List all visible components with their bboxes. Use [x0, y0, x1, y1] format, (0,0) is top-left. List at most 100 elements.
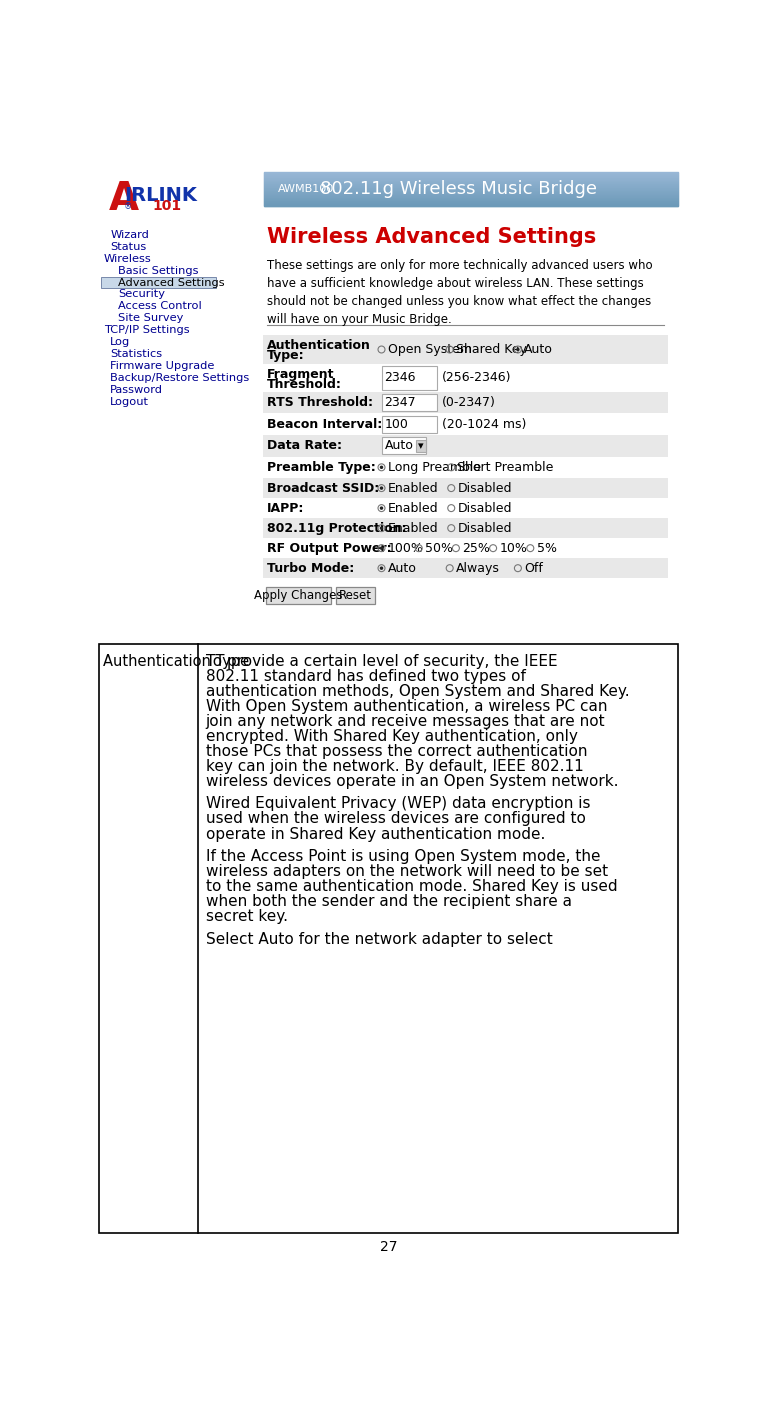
Text: 27: 27 — [380, 1240, 397, 1254]
Text: Auto: Auto — [524, 343, 553, 356]
Text: Auto: Auto — [384, 439, 413, 453]
Text: secret key.: secret key. — [205, 909, 287, 924]
Text: 101: 101 — [153, 199, 182, 213]
Circle shape — [380, 466, 384, 468]
Text: Enabled: Enabled — [387, 502, 438, 515]
Text: wireless adapters on the network will need to be set: wireless adapters on the network will ne… — [205, 865, 608, 879]
Text: Beacon Interval:: Beacon Interval: — [267, 418, 382, 430]
Text: Type:: Type: — [267, 349, 305, 361]
Text: RTS Threshold:: RTS Threshold: — [267, 396, 373, 409]
Text: Authentication Type: Authentication Type — [103, 653, 249, 669]
Text: 2347: 2347 — [384, 396, 416, 409]
Text: those PCs that possess the correct authentication: those PCs that possess the correct authe… — [205, 744, 587, 759]
FancyBboxPatch shape — [381, 394, 437, 411]
Text: Shared Key: Shared Key — [456, 343, 527, 356]
Text: (0-2347): (0-2347) — [442, 396, 496, 409]
Text: Enabled: Enabled — [387, 481, 438, 495]
Text: These settings are only for more technically advanced users who
have a sufficien: These settings are only for more technic… — [267, 258, 653, 326]
Text: Access Control: Access Control — [118, 302, 202, 312]
Text: Wizard: Wizard — [110, 230, 149, 240]
Text: Advanced Settings: Advanced Settings — [118, 278, 224, 288]
Text: 802.11g Wireless Music Bridge: 802.11g Wireless Music Bridge — [320, 181, 597, 199]
Text: To provide a certain level of security, the IEEE: To provide a certain level of security, … — [205, 653, 557, 669]
FancyBboxPatch shape — [263, 334, 669, 364]
Text: 2346: 2346 — [384, 371, 416, 384]
Text: AWMB100: AWMB100 — [277, 185, 334, 195]
Text: ®: ® — [124, 202, 133, 210]
Text: Disabled: Disabled — [457, 481, 512, 495]
Text: 100: 100 — [384, 418, 409, 430]
Text: 802.11g Protection:: 802.11g Protection: — [267, 522, 406, 535]
Text: wireless devices operate in an Open System network.: wireless devices operate in an Open Syst… — [205, 773, 618, 789]
Text: Short Preamble: Short Preamble — [457, 461, 554, 474]
Text: when both the sender and the recipient share a: when both the sender and the recipient s… — [205, 895, 572, 909]
Text: Select Auto for the network adapter to select: Select Auto for the network adapter to s… — [205, 933, 553, 947]
Text: Security: Security — [118, 289, 165, 299]
Text: A: A — [108, 179, 139, 217]
Text: Wired Equivalent Privacy (WEP) data encryption is: Wired Equivalent Privacy (WEP) data encr… — [205, 796, 590, 811]
Text: Data Rate:: Data Rate: — [267, 439, 342, 453]
Text: encrypted. With Shared Key authentication, only: encrypted. With Shared Key authenticatio… — [205, 728, 578, 744]
Text: Statistics: Statistics — [110, 349, 162, 360]
Circle shape — [516, 347, 520, 351]
Text: used when the wireless devices are configured to: used when the wireless devices are confi… — [205, 811, 585, 827]
Text: Reset: Reset — [339, 588, 371, 601]
Text: Long Preamble: Long Preamble — [387, 461, 481, 474]
Text: Disabled: Disabled — [457, 522, 512, 535]
FancyBboxPatch shape — [263, 478, 669, 498]
FancyBboxPatch shape — [263, 559, 669, 579]
FancyBboxPatch shape — [381, 437, 427, 454]
Text: Logout: Logout — [110, 396, 149, 406]
Text: Enabled: Enabled — [387, 522, 438, 535]
FancyBboxPatch shape — [336, 587, 374, 604]
Text: Authentication: Authentication — [267, 339, 371, 351]
Text: 5%: 5% — [537, 542, 556, 555]
Text: Turbo Mode:: Turbo Mode: — [267, 562, 354, 574]
Text: 100%: 100% — [387, 542, 424, 555]
FancyBboxPatch shape — [381, 416, 437, 433]
Text: join any network and receive messages that are not: join any network and receive messages th… — [205, 714, 605, 728]
FancyBboxPatch shape — [381, 367, 437, 389]
Text: If the Access Point is using Open System mode, the: If the Access Point is using Open System… — [205, 849, 600, 864]
Text: ▾: ▾ — [418, 440, 424, 450]
Circle shape — [380, 487, 384, 490]
Text: IAPP:: IAPP: — [267, 502, 304, 515]
FancyBboxPatch shape — [99, 645, 678, 1233]
Text: Broadcast SSID:: Broadcast SSID: — [267, 481, 379, 495]
Text: Status: Status — [110, 241, 146, 251]
Circle shape — [380, 526, 384, 531]
Text: authentication methods, Open System and Shared Key.: authentication methods, Open System and … — [205, 684, 629, 698]
FancyBboxPatch shape — [101, 277, 215, 288]
FancyBboxPatch shape — [266, 587, 331, 604]
Text: operate in Shared Key authentication mode.: operate in Shared Key authentication mod… — [205, 827, 545, 841]
Text: Wireless: Wireless — [104, 254, 152, 264]
Text: Wireless Advanced Settings: Wireless Advanced Settings — [267, 227, 596, 247]
Text: Log: Log — [110, 337, 130, 347]
Text: With Open System authentication, a wireless PC can: With Open System authentication, a wirel… — [205, 698, 607, 714]
Text: 802.11 standard has defined two types of: 802.11 standard has defined two types of — [205, 669, 525, 684]
Circle shape — [380, 566, 384, 570]
FancyBboxPatch shape — [415, 440, 427, 452]
FancyBboxPatch shape — [263, 392, 669, 413]
Text: to the same authentication mode. Shared Key is used: to the same authentication mode. Shared … — [205, 879, 617, 895]
Text: 50%: 50% — [425, 542, 453, 555]
Text: Backup/Restore Settings: Backup/Restore Settings — [110, 373, 249, 382]
Text: TCP/IP Settings: TCP/IP Settings — [104, 326, 190, 336]
FancyBboxPatch shape — [263, 518, 669, 538]
Text: Basic Settings: Basic Settings — [118, 265, 199, 275]
Text: Open System: Open System — [387, 343, 471, 356]
Circle shape — [380, 507, 384, 509]
Text: Site Survey: Site Survey — [118, 313, 183, 323]
Circle shape — [380, 546, 384, 550]
Text: Fragment: Fragment — [267, 368, 334, 381]
Text: (20-1024 ms): (20-1024 ms) — [442, 418, 526, 430]
Text: Always: Always — [456, 562, 500, 574]
Text: Auto: Auto — [387, 562, 417, 574]
Text: Threshold:: Threshold: — [267, 378, 342, 391]
Text: IRLINK: IRLINK — [124, 186, 197, 205]
Text: Disabled: Disabled — [457, 502, 512, 515]
Text: Firmware Upgrade: Firmware Upgrade — [110, 361, 215, 371]
Text: 25%: 25% — [462, 542, 490, 555]
Text: Password: Password — [110, 385, 163, 395]
Text: RF Output Power:: RF Output Power: — [267, 542, 391, 555]
